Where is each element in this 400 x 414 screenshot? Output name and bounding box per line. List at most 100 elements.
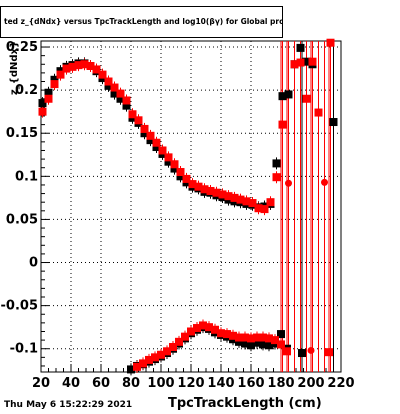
data-point-marker <box>50 80 59 89</box>
data-point-marker <box>241 333 249 342</box>
y-tick-label: 0.05 <box>6 212 38 227</box>
data-point-marker <box>235 333 243 342</box>
data-point-marker <box>321 178 328 186</box>
data-point-marker <box>152 143 161 152</box>
x-tick-label: 60 <box>92 376 110 391</box>
data-point-marker <box>98 70 107 79</box>
data-point-marker <box>326 38 335 47</box>
data-point-marker <box>277 330 285 339</box>
x-axis-label: TpcTrackLength (cm) <box>168 396 322 411</box>
x-tick-label: 160 <box>237 376 264 391</box>
data-point-marker <box>139 359 147 368</box>
data-point-marker <box>277 340 285 349</box>
y-tick-label: -0.05 <box>1 299 38 314</box>
x-tick-label: 20 <box>32 376 50 391</box>
data-point-marker <box>241 339 249 348</box>
data-point-marker <box>38 99 47 108</box>
data-point-marker <box>146 136 155 145</box>
data-point-marker <box>193 324 201 333</box>
data-point-marker <box>110 83 119 92</box>
data-point-marker <box>308 57 317 66</box>
data-point-marker <box>104 81 113 90</box>
data-point-marker <box>285 179 292 187</box>
data-point-marker <box>170 164 179 173</box>
data-point-marker <box>266 198 275 207</box>
data-point-marker <box>176 168 185 177</box>
x-tick-label: 80 <box>122 376 140 391</box>
data-point-marker <box>164 157 173 166</box>
data-point-marker <box>199 321 207 330</box>
x-tick-label: 40 <box>62 376 80 391</box>
timestamp-label: Thu May 6 15:22:29 2021 <box>4 400 133 410</box>
data-point-marker <box>253 338 261 347</box>
data-point-marker <box>151 353 159 362</box>
data-point-marker <box>110 89 119 98</box>
data-point-marker <box>253 333 261 342</box>
data-point-marker <box>50 75 59 84</box>
grid-lines <box>41 41 341 372</box>
data-point-marker <box>265 334 273 343</box>
x-tick-label: 100 <box>147 376 174 391</box>
data-point-marker <box>254 204 263 213</box>
data-point-marker <box>145 355 153 364</box>
data-point-marker <box>290 60 299 69</box>
data-point-marker <box>122 96 131 105</box>
data-point-marker <box>205 323 213 332</box>
data-point-marker <box>86 61 95 70</box>
data-point-marker <box>272 159 281 168</box>
data-point-marker <box>44 88 53 97</box>
data-point-marker <box>217 329 225 338</box>
data-point-marker <box>200 185 209 194</box>
data-point-marker <box>307 346 315 354</box>
data-point-marker <box>44 94 53 103</box>
data-point-marker <box>278 92 287 101</box>
data-point-marker <box>329 118 338 127</box>
x-tick-label: 220 <box>327 376 354 391</box>
data-point-marker <box>224 192 233 201</box>
data-point-marker <box>248 199 257 208</box>
data-point-marker <box>259 340 267 349</box>
data-point-marker <box>104 77 113 86</box>
data-point-marker <box>158 146 167 155</box>
data-point-marker <box>296 58 305 67</box>
data-point-marker <box>236 195 245 204</box>
data-point-marker <box>116 94 125 103</box>
data-point-marker <box>152 138 161 147</box>
data-point-marker <box>211 325 219 334</box>
data-points <box>38 38 338 374</box>
y-tick-label: 0.25 <box>6 40 38 55</box>
data-point-marker <box>271 336 279 345</box>
y-axis-ticks: -0.1 -0.05 0 0.05 0.1 0.15 0.2 0.25 <box>1 40 49 367</box>
data-point-marker <box>218 190 227 199</box>
data-point-marker <box>164 153 173 162</box>
x-tick-label: 200 <box>297 376 324 391</box>
data-point-marker <box>296 43 305 52</box>
y-axis-label: z_{dNdx} <box>9 41 20 95</box>
data-point-marker <box>325 348 333 357</box>
data-point-marker <box>242 197 251 206</box>
data-point-marker <box>187 327 195 336</box>
data-point-marker <box>127 365 135 374</box>
data-point-marker <box>122 101 131 110</box>
data-point-marker <box>283 347 291 356</box>
data-point-marker <box>133 362 141 371</box>
data-point-marker <box>68 62 77 71</box>
y-tick-label: -0.1 <box>10 342 38 357</box>
x-tick-label: 180 <box>267 376 294 391</box>
y-tick-label: 0.2 <box>15 83 38 98</box>
data-point-marker <box>56 70 65 79</box>
plot-frame <box>40 40 342 373</box>
x-axis-ticks: 20 40 60 80 100 120 140 160 180 200 220 <box>32 364 355 391</box>
data-point-marker <box>169 343 177 352</box>
data-point-marker <box>146 131 155 140</box>
data-point-marker <box>80 60 89 69</box>
data-point-marker <box>302 94 311 103</box>
data-point-marker <box>157 350 165 359</box>
data-point-marker <box>272 173 281 182</box>
data-point-marker <box>314 108 323 117</box>
data-point-marker <box>302 57 311 66</box>
data-point-marker <box>284 90 293 99</box>
data-point-marker <box>140 129 149 138</box>
data-point-marker <box>278 120 287 129</box>
